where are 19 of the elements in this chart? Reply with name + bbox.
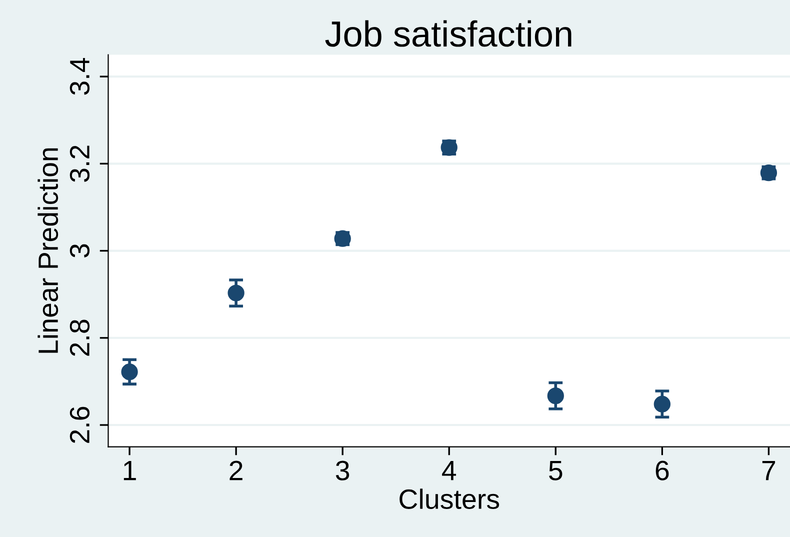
y-tick-label: 3 xyxy=(70,244,90,258)
point xyxy=(121,364,138,380)
x-axis-title: Clusters xyxy=(400,488,500,510)
x-tick-label: 5 xyxy=(549,461,562,480)
y-tick-label: 3.4 xyxy=(70,58,90,95)
point xyxy=(654,396,670,412)
y-tick-label: 2.6 xyxy=(70,406,90,443)
x-tick-label: 6 xyxy=(656,460,669,480)
x-tick-label: 3 xyxy=(336,460,350,480)
point xyxy=(228,284,244,302)
point xyxy=(547,387,564,404)
x-tick-label: 2 xyxy=(230,460,242,480)
x-tick-label: 7 xyxy=(762,461,776,480)
y-tick-label: 3.2 xyxy=(70,146,90,182)
chart-title: Job satisfaction xyxy=(325,20,572,47)
y-tick-label: 2.8 xyxy=(70,320,90,356)
x-tick-label: 4 xyxy=(442,461,456,480)
x-tick-label: 1 xyxy=(124,461,136,480)
y-axis-title: Linear Prediction xyxy=(38,148,58,353)
